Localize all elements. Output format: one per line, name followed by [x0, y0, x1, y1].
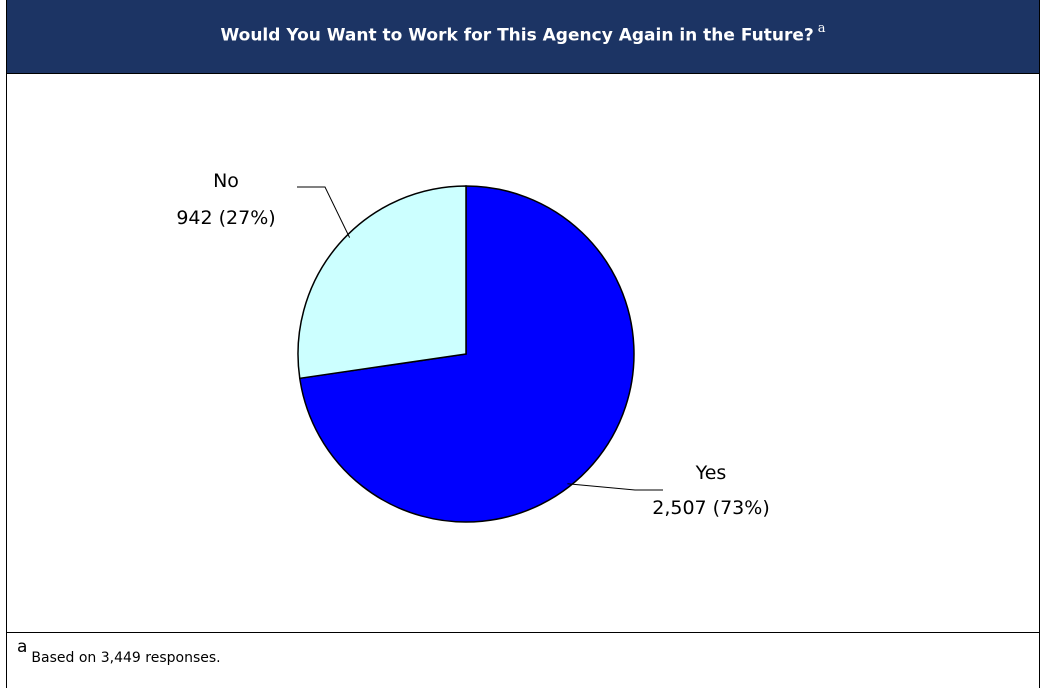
chart-title-text: Would You Want to Work for This Agency A… — [220, 25, 814, 46]
footnote: aBased on 3,449 responses. — [17, 637, 221, 666]
slice-label-yes: Yes — [695, 462, 727, 484]
slice-label-no: No — [213, 170, 239, 192]
pie-chart: Yes 2,507 (73%) No 942 (27%) — [176, 170, 770, 523]
slice-value-yes: 2,507 (73%) — [652, 497, 770, 519]
slice-labels: Yes 2,507 (73%) No 942 (27%) — [176, 170, 769, 519]
chart-footer: aBased on 3,449 responses. — [7, 632, 1039, 688]
chart-title: Would You Want to Work for This Agency A… — [7, 19, 1039, 48]
footnote-mark: a — [17, 637, 28, 657]
chart-header: Would You Want to Work for This Agency A… — [7, 0, 1039, 74]
leader-lines — [297, 186, 663, 491]
chart-frame: Would You Want to Work for This Agency A… — [6, 0, 1040, 688]
footnote-text: Based on 3,449 responses. — [31, 650, 221, 666]
pie-slices — [297, 185, 635, 523]
title-footnote-mark: a — [817, 21, 826, 36]
leader-line-yes — [567, 483, 663, 491]
pie-slice-yes — [298, 185, 635, 523]
chart-area: Yes 2,507 (73%) No 942 (27%) — [7, 74, 1039, 632]
pie-slice-no — [297, 185, 467, 380]
leader-line-no — [297, 186, 351, 238]
slice-value-no: 942 (27%) — [176, 207, 275, 229]
